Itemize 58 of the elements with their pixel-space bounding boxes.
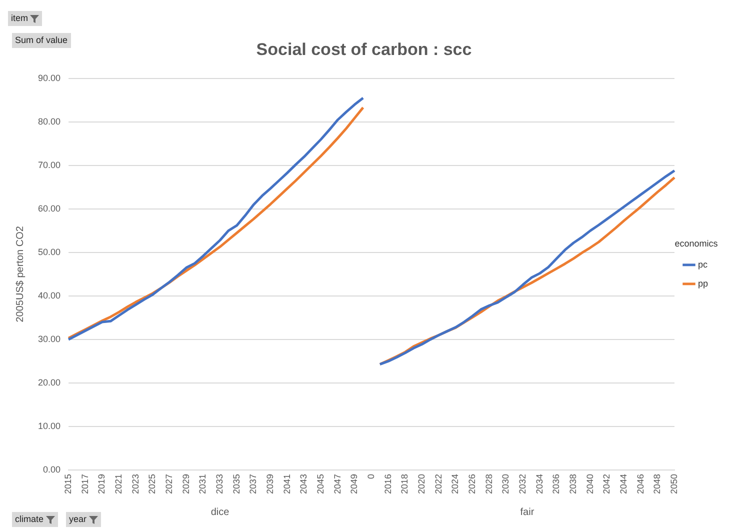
x-tick-label: 2037: [248, 474, 258, 494]
x-tick-label: 2022: [433, 474, 444, 494]
x-tick-label: 2043: [298, 474, 309, 494]
x-tick-label: 2028: [484, 474, 494, 494]
x-tick-label: 2045: [315, 474, 326, 494]
x-tick-label: 2016: [382, 474, 393, 494]
legend-title: economics: [674, 238, 718, 249]
y-tick-label: 90.00: [38, 72, 61, 83]
x-tick-label: 2033: [214, 474, 224, 494]
x-tick-label: 2026: [466, 474, 477, 494]
x-tick-label: 2032: [517, 474, 528, 494]
x-tick-label: 2048: [652, 474, 662, 494]
legend-label: pc: [698, 259, 708, 270]
x-tick-label: 2015: [63, 474, 74, 494]
y-tick-label: 70.00: [38, 160, 61, 170]
x-tick-label: 2036: [551, 474, 562, 494]
text: fair: [520, 506, 535, 518]
y-axis-title: 2005US$ perton CO2: [14, 226, 26, 322]
y-tick-label: 80.00: [38, 116, 61, 126]
x-tick-label: 2041: [282, 474, 292, 494]
x-tick-label: 2027: [164, 474, 174, 494]
x-tick-label: 2035: [231, 474, 242, 494]
x-tick-label: 2046: [635, 474, 646, 494]
x-tick-label: 2025: [147, 474, 158, 494]
x-tick-label: 2023: [130, 474, 140, 494]
text: dice: [210, 506, 230, 518]
x-tick-label: 2034: [534, 474, 544, 494]
x-tick-label: 2039: [264, 474, 275, 494]
y-tick-label: 0.00: [42, 464, 61, 474]
y-tick-label: 50.00: [38, 246, 61, 257]
x-tick-label: 2020: [416, 474, 426, 494]
y-tick-label: 20.00: [38, 377, 61, 388]
x-tick-label: 2049: [349, 474, 360, 494]
y-tick-label: 10.00: [38, 420, 61, 431]
x-tick-label: 2047: [332, 474, 342, 494]
x-tick-label: 2040: [584, 474, 595, 494]
text: year: [69, 514, 87, 525]
x-tick-label: 2031: [198, 474, 208, 494]
x-tick-label: 2038: [568, 474, 578, 494]
y-tick-label: 60.00: [38, 203, 61, 214]
x-tick-label: 2050: [668, 474, 679, 494]
x-tick-label: 2030: [500, 474, 511, 494]
x-tick-label: 2029: [180, 474, 191, 494]
y-tick-label: 30.00: [38, 334, 61, 344]
text: Sum of value: [15, 35, 68, 46]
legend-label: pp: [698, 278, 708, 288]
x-tick-label: 2018: [400, 474, 410, 494]
x-tick-label: 2024: [450, 474, 460, 494]
y-tick-label: 40.00: [38, 290, 61, 300]
x-tick-label: 0: [366, 474, 376, 479]
x-tick-label: 2017: [80, 474, 90, 494]
x-tick-label: 2019: [96, 474, 107, 494]
x-tick-label: 2021: [114, 474, 124, 494]
text: climate: [15, 514, 44, 525]
chart-title: Social cost of carbon : scc: [256, 40, 472, 59]
x-tick-label: 2044: [618, 474, 628, 494]
text: item: [11, 13, 28, 24]
x-tick-label: 2042: [602, 474, 612, 494]
